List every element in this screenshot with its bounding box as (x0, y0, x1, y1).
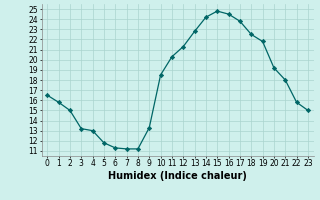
X-axis label: Humidex (Indice chaleur): Humidex (Indice chaleur) (108, 171, 247, 181)
